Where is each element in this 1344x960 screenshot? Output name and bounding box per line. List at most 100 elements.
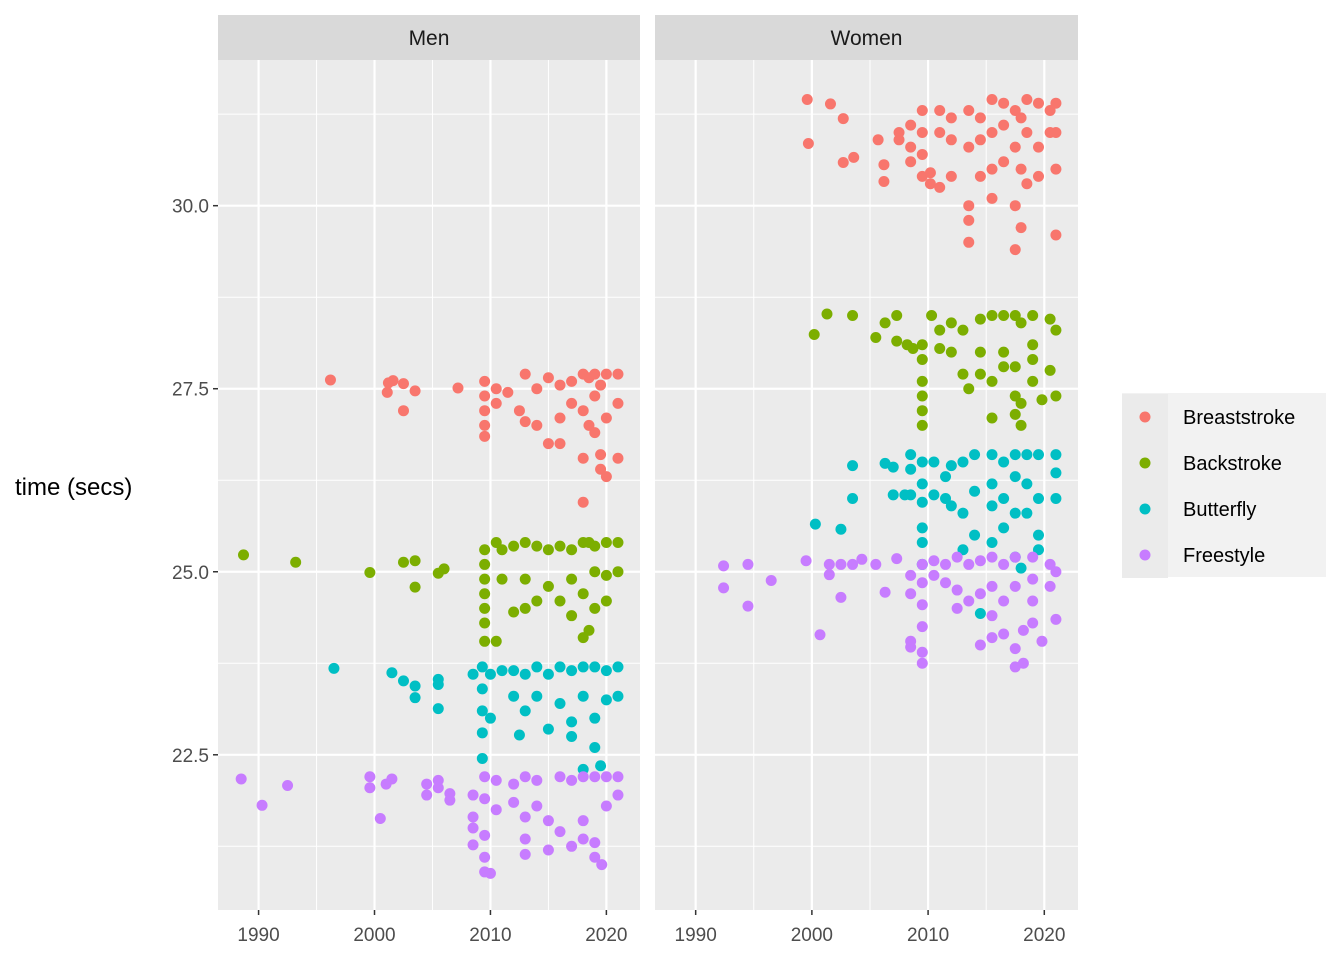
data-point — [589, 540, 601, 552]
data-point — [256, 799, 268, 811]
legend-key-point — [1139, 503, 1151, 515]
data-point — [870, 558, 882, 570]
data-point — [945, 170, 957, 182]
legend-label: Butterfly — [1183, 499, 1256, 521]
data-point — [998, 119, 1010, 131]
data-point — [479, 419, 491, 431]
data-point — [502, 386, 514, 398]
legend-label: Freestyle — [1183, 545, 1265, 567]
data-point — [974, 368, 986, 380]
data-point — [589, 661, 601, 673]
data-point — [998, 361, 1010, 373]
data-point — [891, 310, 903, 322]
legend-key-point — [1139, 457, 1151, 469]
data-point — [600, 665, 612, 677]
data-point — [1032, 449, 1044, 461]
data-point — [1015, 163, 1027, 175]
data-point — [589, 427, 601, 439]
data-point — [328, 662, 340, 674]
data-point — [508, 540, 520, 552]
data-point — [934, 181, 946, 193]
data-point — [835, 523, 847, 535]
data-point — [490, 383, 502, 395]
series-butterfly — [809, 449, 1062, 619]
data-point — [945, 112, 957, 124]
data-point — [595, 760, 607, 772]
data-point — [916, 105, 928, 117]
data-point — [1027, 375, 1039, 387]
data-point — [1009, 449, 1021, 461]
data-point — [916, 375, 928, 387]
data-point — [1044, 558, 1056, 570]
data-point — [519, 668, 531, 680]
data-point — [1021, 507, 1033, 519]
data-point — [1032, 493, 1044, 505]
data-point — [848, 151, 860, 163]
data-point — [519, 536, 531, 548]
data-point — [934, 105, 946, 117]
data-point — [856, 553, 868, 565]
data-point — [1015, 317, 1027, 329]
data-point — [519, 368, 531, 380]
data-point — [519, 848, 531, 860]
data-point — [986, 610, 998, 622]
data-point — [235, 773, 247, 785]
data-point — [1050, 126, 1062, 138]
data-point — [531, 661, 543, 673]
data-point — [490, 804, 502, 816]
data-point — [531, 774, 543, 786]
data-point — [916, 456, 928, 468]
data-point — [589, 741, 601, 753]
data-point — [824, 98, 836, 110]
data-point — [986, 163, 998, 175]
data-point — [974, 112, 986, 124]
data-point — [1050, 97, 1062, 109]
data-point — [879, 317, 891, 329]
data-point — [476, 661, 488, 673]
legend-item-backstroke: Backstroke — [1122, 440, 1282, 486]
data-point — [479, 375, 491, 387]
x-tick-label: 1990 — [675, 925, 717, 946]
data-point — [957, 544, 969, 556]
data-point — [409, 385, 421, 397]
data-point — [928, 569, 940, 581]
data-point — [916, 646, 928, 658]
data-point — [432, 782, 444, 794]
data-point — [600, 569, 612, 581]
data-point — [1050, 566, 1062, 578]
data-point — [589, 837, 601, 849]
data-point — [374, 812, 386, 824]
panel-men: Men 1990 2000 2010 2020 22.5 25.0 27.5 30.0 — [172, 15, 640, 946]
data-point — [986, 632, 998, 644]
data-point — [595, 379, 607, 391]
data-point — [589, 566, 601, 578]
data-point — [1009, 507, 1021, 519]
data-point — [600, 771, 612, 783]
data-point — [905, 449, 917, 461]
y-tick-label: 22.5 — [172, 746, 209, 767]
data-point — [1021, 478, 1033, 490]
data-point — [381, 386, 393, 398]
data-point — [1050, 613, 1062, 625]
data-point — [1044, 580, 1056, 592]
data-point — [542, 815, 554, 827]
data-point — [324, 374, 336, 386]
data-point — [998, 310, 1010, 322]
data-point — [531, 800, 543, 812]
data-point — [519, 771, 531, 783]
x-tick-label: 2000 — [791, 925, 833, 946]
data-point — [905, 141, 917, 153]
data-point — [1021, 126, 1033, 138]
data-point — [905, 119, 917, 131]
data-point — [508, 778, 520, 790]
data-point — [1027, 551, 1039, 563]
facet-strip-label: Men — [409, 27, 450, 50]
data-point — [974, 170, 986, 182]
data-point — [479, 430, 491, 442]
data-point — [718, 560, 730, 572]
data-point — [1050, 493, 1062, 505]
data-point — [566, 730, 578, 742]
data-point — [934, 342, 946, 354]
data-point — [508, 796, 520, 808]
